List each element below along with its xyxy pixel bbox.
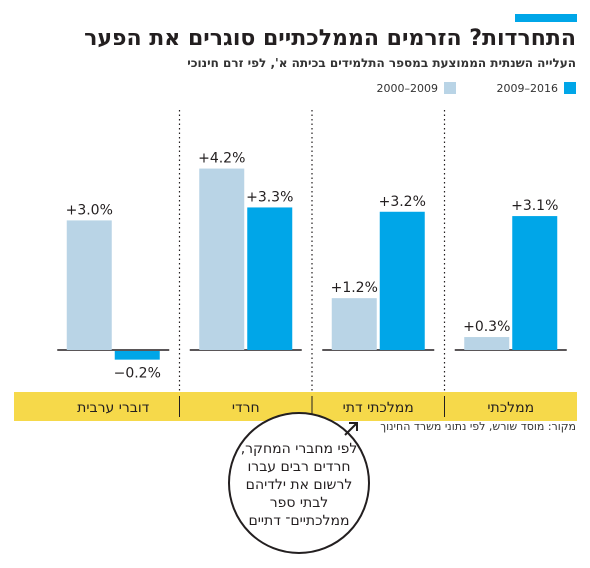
category-label: ממלכתי [487, 400, 534, 416]
callout-text: לפי מחברי המחקר, חרדים רבים עברו לרשום א… [240, 441, 358, 529]
category-label: חרדי [232, 400, 260, 416]
legend-item-2000-2009: 2000–2009 [376, 80, 456, 96]
bar-2009-2016 [512, 216, 558, 350]
data-label: +3.1% [511, 198, 558, 214]
bar-2009-2016 [114, 351, 160, 360]
legend-swatch-2009-2016 [564, 82, 576, 94]
data-label: +3.3% [246, 189, 293, 205]
callout-bubble: לפי מחברי המחקר, חרדים רבים עברו לרשום א… [228, 412, 370, 554]
bar-2000-2009 [331, 298, 377, 350]
arrow-icon [344, 422, 358, 436]
legend-label-2009-2016: 2009–2016 [496, 81, 559, 95]
chart-subtitle: העלייה השנתית הממוצעת במספר התלמידים בכי… [187, 56, 576, 70]
source-note: מקור: מוסד שורש, לפי נתוני משרד החינוך [380, 420, 576, 433]
bar-2000-2009 [464, 337, 510, 350]
bar-2000-2009 [66, 220, 112, 350]
data-label: −0.2% [114, 366, 161, 382]
bar-2000-2009 [199, 168, 245, 350]
data-label: +0.3% [463, 319, 510, 335]
data-label: +4.2% [198, 151, 245, 167]
legend-swatch-2000-2009 [444, 82, 456, 94]
accent-bar [515, 14, 577, 22]
data-label: +1.2% [331, 280, 378, 296]
data-label: +3.2% [379, 194, 426, 210]
chart-title: התחרדות? הזרמים הממלכתיים סוגרים את הפער [84, 26, 576, 51]
category-label: דוברי ערבית [77, 400, 149, 416]
category-label: ממלכתי דתי [343, 400, 414, 416]
legend-label-2000-2009: 2000–2009 [376, 81, 439, 95]
bar-2009-2016 [379, 211, 425, 350]
data-label: +3.0% [66, 202, 113, 218]
bar-2009-2016 [247, 207, 293, 350]
legend-item-2009-2016: 2009–2016 [496, 80, 576, 96]
